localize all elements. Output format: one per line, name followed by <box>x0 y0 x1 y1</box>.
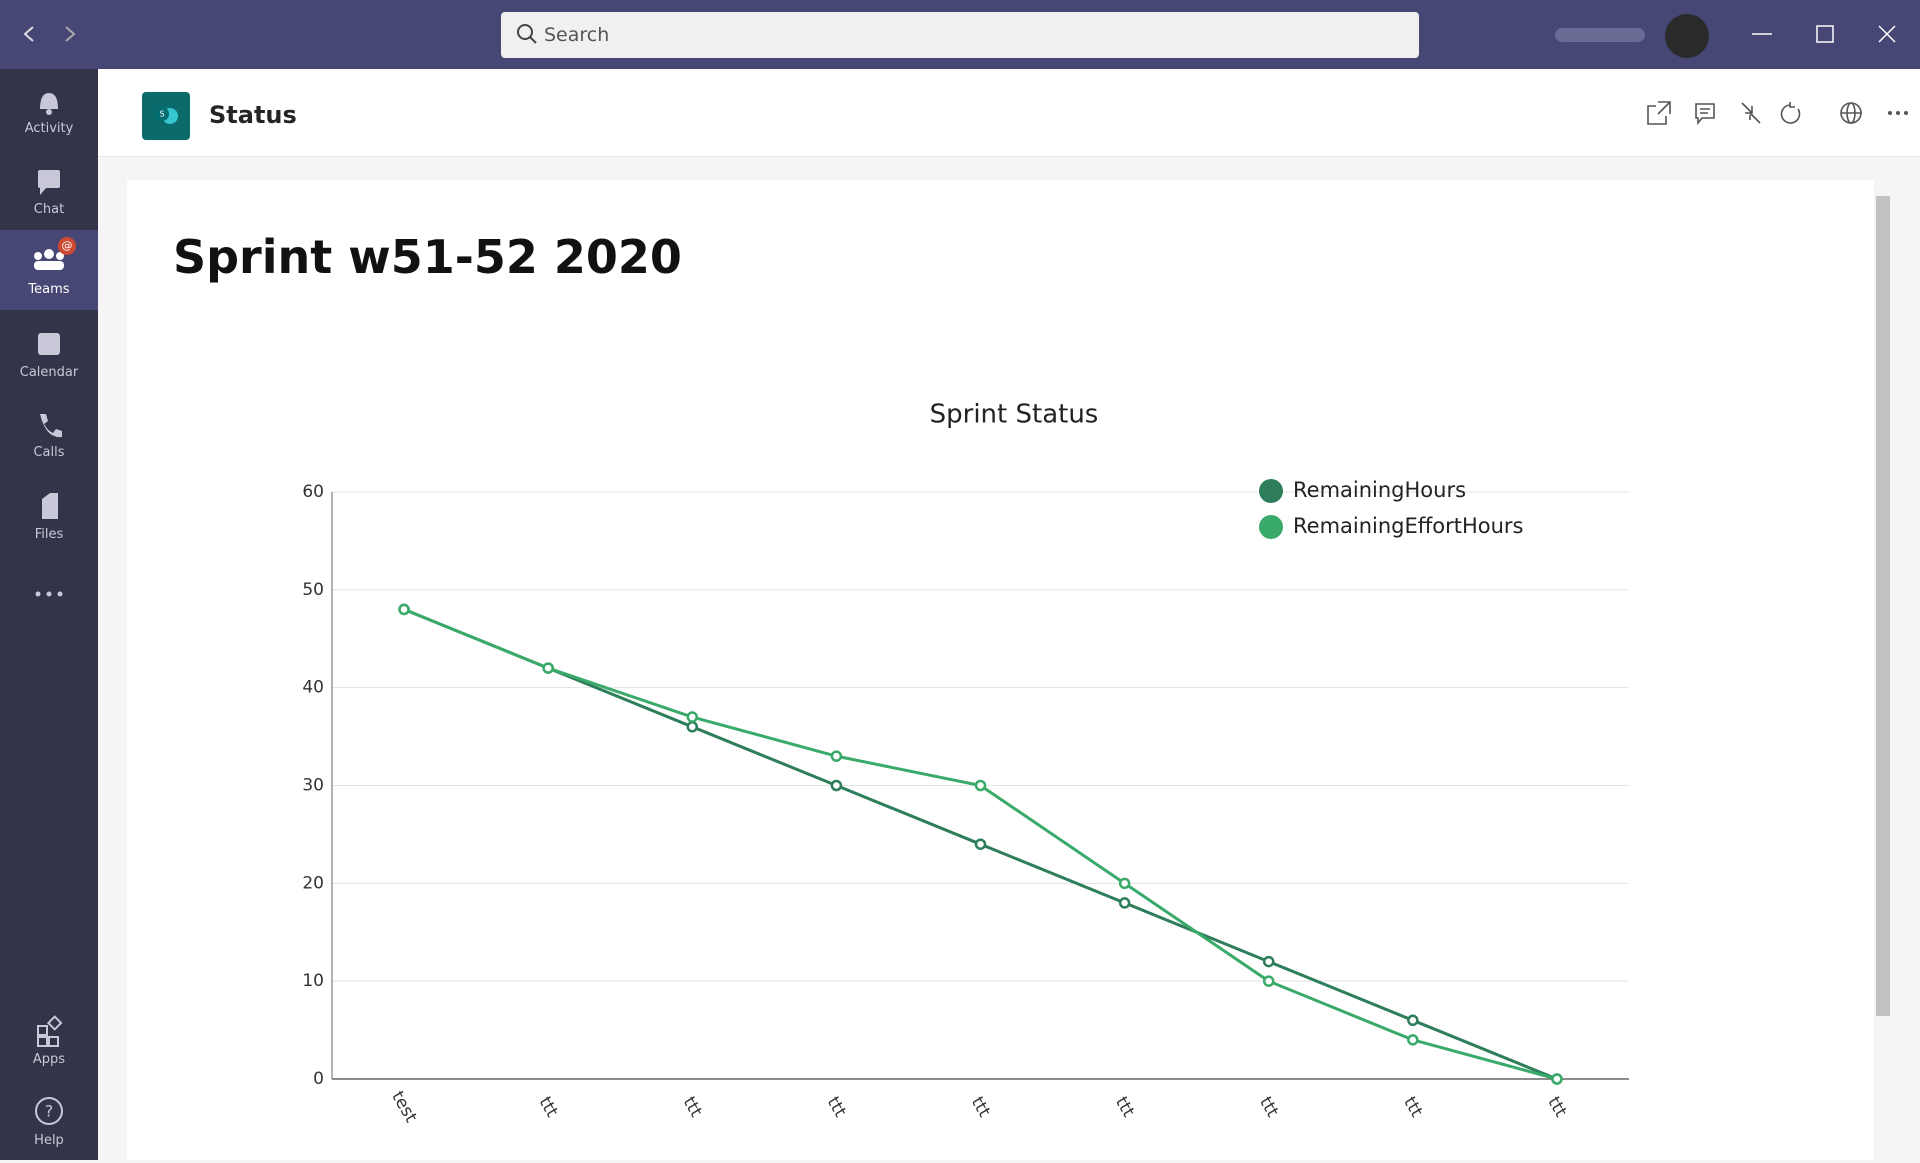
close[interactable] <box>1878 25 1896 43</box>
icon <box>40 93 58 115</box>
nav-calendar[interactable]: Calendar <box>0 325 98 395</box>
search-box[interactable]: Search <box>501 12 1419 58</box>
x-tick-label: ttt <box>967 1093 994 1121</box>
icon <box>38 333 60 355</box>
search-icon <box>517 24 537 44</box>
nav-activity[interactable]: Activity <box>0 81 98 151</box>
legend-label: RemainingHours <box>1293 478 1466 502</box>
icon <box>42 493 58 519</box>
x-tick-label: ttt <box>823 1093 850 1121</box>
point <box>830 779 843 792</box>
nav-label: Files <box>34 527 64 542</box>
y-tick-label: 20 <box>302 873 324 893</box>
page-title: Sprint w51-52 2020 <box>173 230 682 284</box>
point <box>830 750 843 762</box>
point <box>542 662 554 674</box>
icon <box>37 1015 63 1047</box>
x-tick-label: ttt <box>1543 1093 1570 1121</box>
title-bar: Search <box>0 0 1920 69</box>
point <box>398 603 410 616</box>
point <box>1118 877 1131 890</box>
nav-label: Teams <box>28 282 70 297</box>
x-tick-label: ttt <box>1399 1093 1426 1121</box>
point <box>1262 975 1275 987</box>
tab-actions <box>1647 101 1908 126</box>
website[interactable] <box>1840 102 1862 124</box>
x-tick-label: ttt <box>535 1093 562 1121</box>
tab-header: S Status <box>98 69 1920 157</box>
point <box>1262 955 1275 968</box>
nav-chat[interactable]: Chat <box>0 162 98 232</box>
scrollbar[interactable] <box>1876 196 1890 1016</box>
nav-label: Calendar <box>19 365 79 380</box>
point <box>1551 1073 1563 1085</box>
nav-label: Calls <box>33 445 65 460</box>
y-tick-label: 50 <box>302 580 324 600</box>
y-tick-label: 30 <box>302 776 324 796</box>
conversation[interactable] <box>1695 103 1715 126</box>
icon: ? <box>35 1097 63 1125</box>
back-button[interactable] <box>23 26 34 42</box>
legend-label: RemainingEffortHours <box>1293 514 1524 538</box>
x-tick-label: ttt <box>1255 1093 1282 1121</box>
search-placeholder: Search <box>544 24 610 46</box>
y-tick-label: 10 <box>302 971 324 991</box>
icon <box>40 414 62 438</box>
nav-label: Help <box>34 1133 64 1148</box>
point <box>974 779 987 792</box>
nav-calls[interactable]: Calls <box>0 405 98 475</box>
sharepoint-icon: S <box>142 92 190 140</box>
app-rail: Activity Chat @ Teams Calendar Calls Fil… <box>0 69 98 1160</box>
nav-label: Apps <box>32 1052 66 1067</box>
user-name-blurred <box>1555 28 1645 42</box>
more-apps[interactable] <box>0 584 98 604</box>
legend-swatch <box>1259 479 1283 503</box>
collapse[interactable] <box>1741 102 1761 124</box>
svg-text:?: ? <box>45 1102 54 1121</box>
nav-help[interactable]: ? Help <box>0 1093 98 1163</box>
forward-button[interactable] <box>65 26 76 42</box>
point <box>686 721 699 733</box>
y-tick-label: 60 <box>302 482 324 502</box>
restore[interactable] <box>1816 25 1834 43</box>
icon <box>38 170 60 195</box>
nav-apps[interactable]: Apps <box>0 1012 98 1082</box>
point <box>974 838 987 850</box>
legend-swatch <box>1259 515 1283 539</box>
open-external[interactable] <box>1647 101 1671 125</box>
more-options[interactable] <box>1888 111 1908 115</box>
y-tick-label: 40 <box>302 678 324 698</box>
svg-text:@: @ <box>62 239 73 252</box>
nav-label: Activity <box>24 121 74 136</box>
nav-files[interactable]: Files <box>0 487 98 557</box>
icon: @ <box>34 237 76 270</box>
point <box>1407 1014 1419 1027</box>
title-bar-icons <box>23 14 1896 58</box>
tab-title: Status <box>209 101 297 129</box>
nav-label: Chat <box>33 202 65 217</box>
reload[interactable] <box>1780 102 1801 124</box>
x-tick-label: ttt <box>1111 1093 1138 1121</box>
y-tick-label: 0 <box>313 1069 324 1089</box>
x-tick-label: test <box>387 1088 421 1127</box>
point <box>1407 1034 1419 1046</box>
content-card <box>127 180 1874 1160</box>
point <box>1118 897 1131 909</box>
chart-title: Sprint Status <box>930 400 1099 430</box>
x-tick-label: ttt <box>679 1093 706 1121</box>
point <box>686 711 699 723</box>
nav-teams[interactable]: @ Teams <box>0 230 98 310</box>
avatar[interactable] <box>1665 14 1709 58</box>
svg-text:S: S <box>159 110 164 119</box>
